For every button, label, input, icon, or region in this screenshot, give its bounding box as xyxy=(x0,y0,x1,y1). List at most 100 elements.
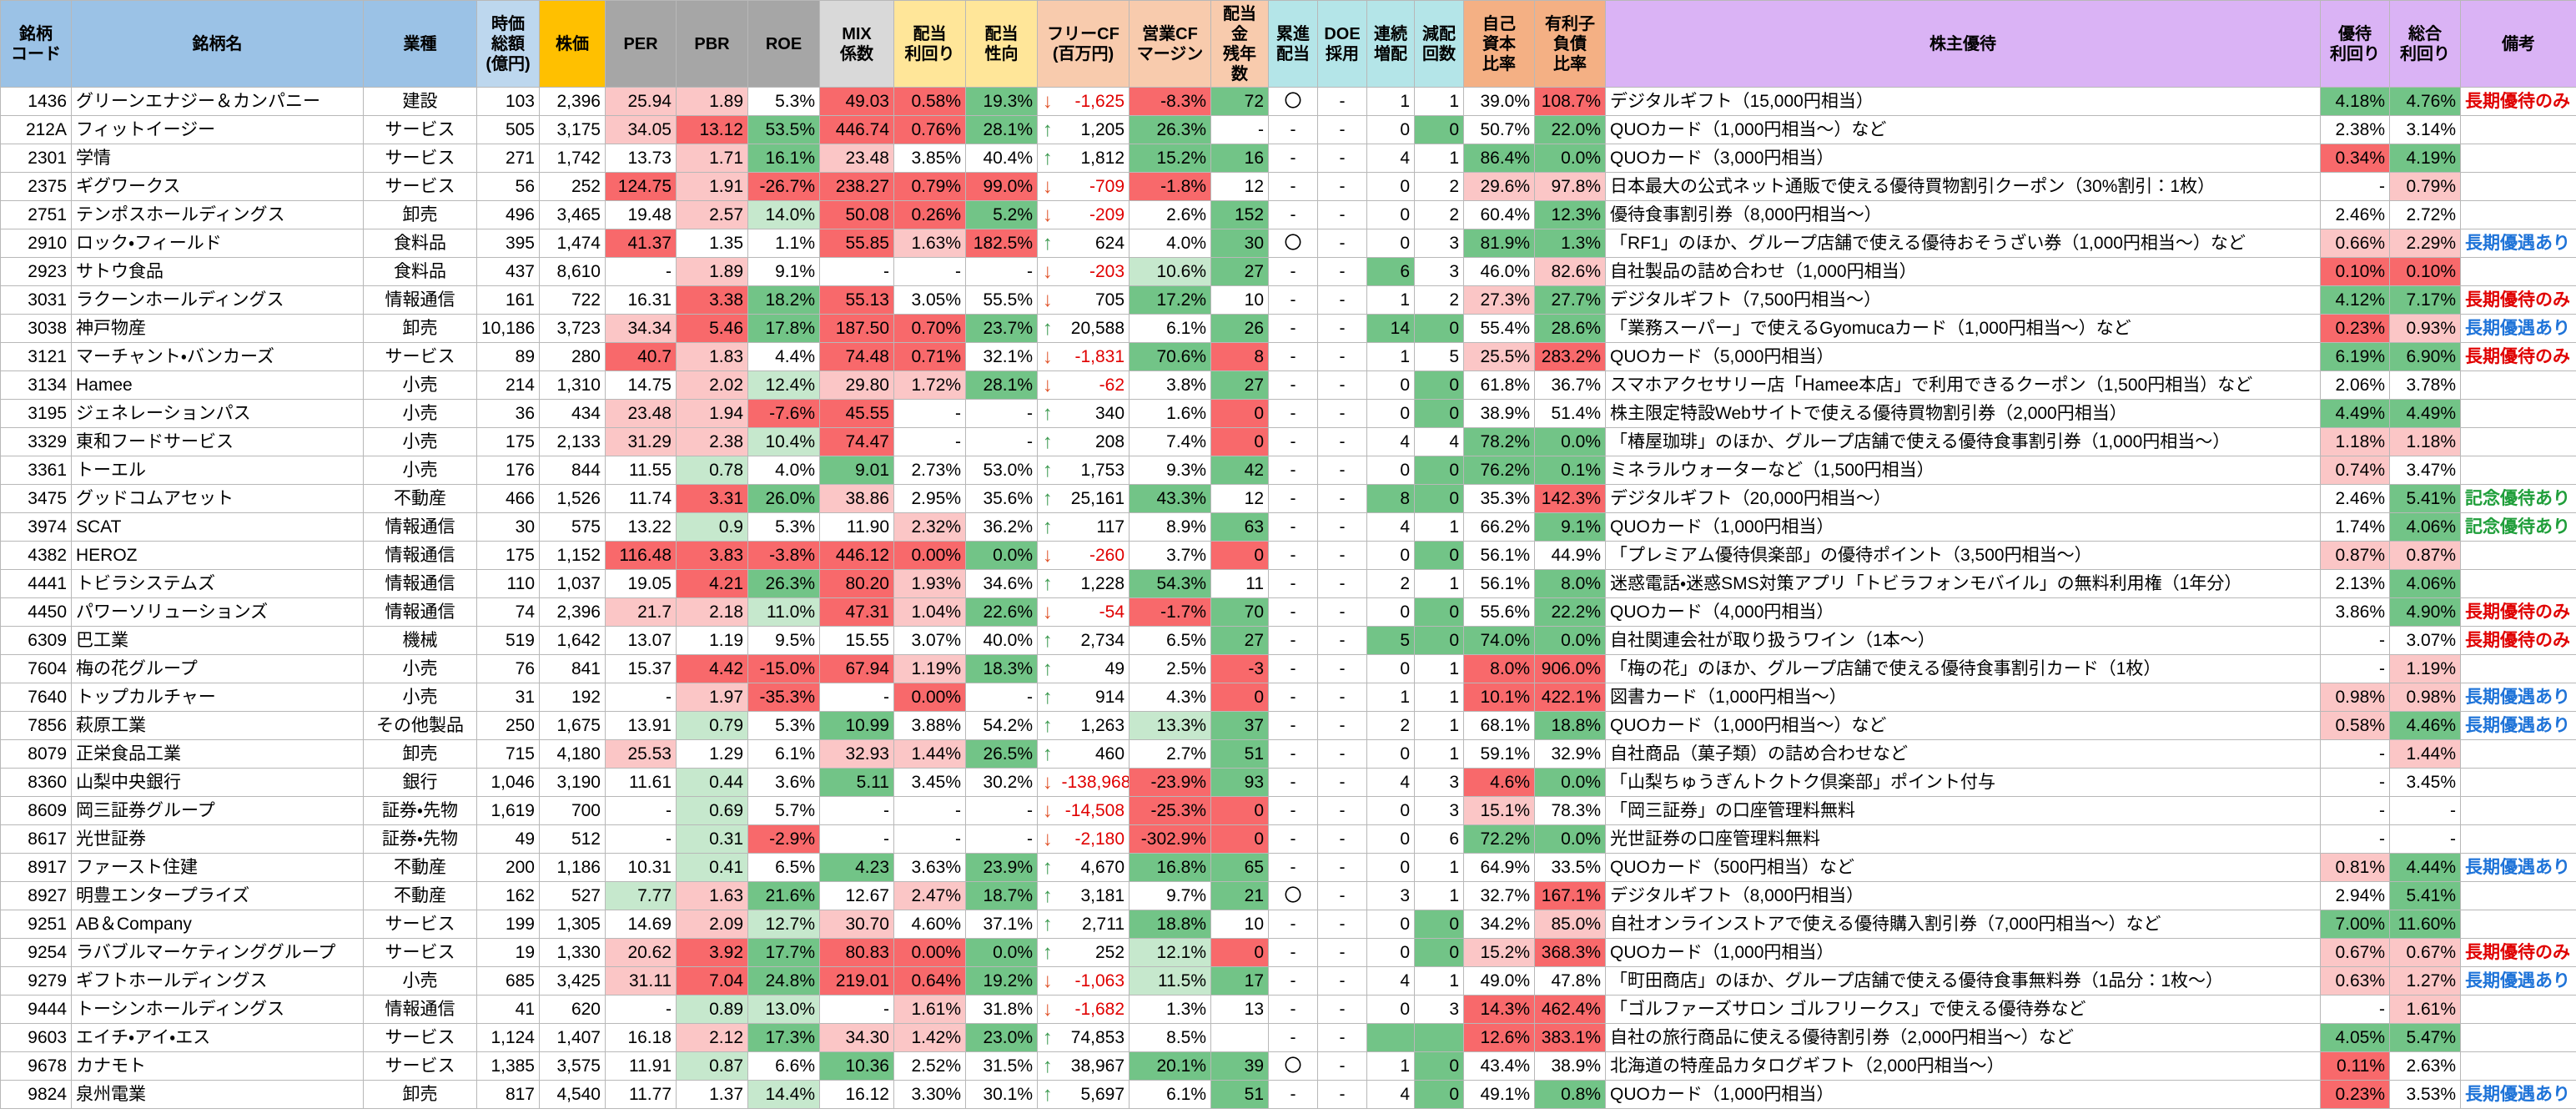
industry: 建設 xyxy=(363,87,477,116)
consecutive-increase: 1 xyxy=(1366,683,1416,712)
per: 13.91 xyxy=(605,711,677,740)
per: 13.73 xyxy=(605,144,677,173)
industry: 小売 xyxy=(363,456,477,485)
total-yield: - xyxy=(2389,824,2462,854)
roe: 14.4% xyxy=(747,1080,820,1109)
price: 1,407 xyxy=(539,1023,606,1052)
benefit: デジタルギフト（7,500円相当～） xyxy=(1605,285,2322,315)
op-cf-margin: 2.6% xyxy=(1129,200,1212,229)
market-cap: 56 xyxy=(476,172,540,201)
code: 9678 xyxy=(0,1051,72,1081)
mix: 34.30 xyxy=(819,1023,894,1052)
column-header: フリーCF (百万円) xyxy=(1036,0,1130,88)
per: 34.34 xyxy=(605,314,677,343)
table-row: 8609 岡三証券グループ 証券・先物 1,619 700-0.69 5.7% - - - ↓ -1… xyxy=(0,796,2576,825)
benefit-yield: 0.34% xyxy=(2320,144,2391,173)
market-cap: 89 xyxy=(476,342,540,371)
equity-ratio: 34.2% xyxy=(1463,910,1536,939)
consecutive-increase: 4 xyxy=(1366,768,1416,797)
dividend-yield: 1.42% xyxy=(893,1023,966,1052)
doe: - xyxy=(1317,1023,1368,1052)
dividend-cuts: 1 xyxy=(1414,711,1465,740)
market-cap: 200 xyxy=(476,853,540,882)
free-cf: 3,181 xyxy=(1057,881,1130,910)
price: 1,330 xyxy=(539,938,606,967)
roe: -7.6% xyxy=(747,399,820,428)
market-cap: 1,385 xyxy=(476,1051,540,1081)
pbr: 5.46 xyxy=(676,314,748,343)
pbr: 1.37 xyxy=(676,1080,748,1109)
price: 4,180 xyxy=(539,739,606,769)
debt-ratio: 0.0% xyxy=(1534,427,1607,456)
roe: 17.7% xyxy=(747,938,820,967)
note: 記念優待あり xyxy=(2460,484,2576,513)
price: 844 xyxy=(539,456,606,485)
benefit: 日本最大の公式ネット通販で使える優待買物割引クーポン（30%割引：1枚） xyxy=(1605,172,2322,201)
market-cap: 10,186 xyxy=(476,314,540,343)
progressive: - xyxy=(1268,796,1319,825)
equity-ratio: 32.7% xyxy=(1463,881,1536,910)
table-row: 7604 梅の花グループ 小売 76 841 15.37 4.42 -15.0% 67.94 1.… xyxy=(0,654,2576,683)
name: パワーソリューションズ xyxy=(71,597,364,627)
benefit-yield: 3.86% xyxy=(2320,597,2391,627)
fcf-arrow: ↓ xyxy=(1037,200,1058,229)
per: 13.07 xyxy=(605,626,677,655)
benefit: 迷惑電話・迷惑SMS対策アプリ「トビラフォンモバイル」の無料利用権（1年分） xyxy=(1605,569,2322,598)
dividend-cuts: 1 xyxy=(1414,87,1465,116)
per: 13.22 xyxy=(605,512,677,542)
note xyxy=(2460,796,2576,825)
doe: - xyxy=(1317,427,1368,456)
mix: 55.13 xyxy=(819,285,894,315)
name: マーチャント・バンカーズ xyxy=(71,342,364,371)
op-cf-margin: 17.2% xyxy=(1129,285,1212,315)
free-cf: -709 xyxy=(1057,172,1130,201)
fcf-arrow: ↓ xyxy=(1037,768,1058,797)
free-cf: 2,711 xyxy=(1057,910,1130,939)
progressive: - xyxy=(1268,370,1319,400)
roe: 6.6% xyxy=(747,1051,820,1081)
dividend-cuts: 3 xyxy=(1414,257,1465,286)
table-row: 9678 カナモト サービス 1,385 3,575 11.91 0.87 6.6% 10.36… xyxy=(0,1051,2576,1081)
consecutive-increase: 6 xyxy=(1366,257,1416,286)
debt-ratio: 0.0% xyxy=(1534,144,1607,173)
code: 9824 xyxy=(0,1080,72,1109)
market-cap: 466 xyxy=(476,484,540,513)
debt-ratio: 906.0% xyxy=(1534,654,1607,683)
doe: - xyxy=(1317,172,1368,201)
code: 3121 xyxy=(0,342,72,371)
op-cf-margin: 6.1% xyxy=(1129,314,1212,343)
free-cf: -1,831 xyxy=(1057,342,1130,371)
code: 6309 xyxy=(0,626,72,655)
equity-ratio: 66.2% xyxy=(1463,512,1536,542)
equity-ratio: 78.2% xyxy=(1463,427,1536,456)
dividend-yield: 0.79% xyxy=(893,172,966,201)
note xyxy=(2460,144,2576,173)
code: 3038 xyxy=(0,314,72,343)
industry: 不動産 xyxy=(363,881,477,910)
name: 神戸物産 xyxy=(71,314,364,343)
price: 620 xyxy=(539,995,606,1024)
roe: 13.0% xyxy=(747,995,820,1024)
dividend-yield: 0.76% xyxy=(893,115,966,144)
pbr: 3.83 xyxy=(676,541,748,570)
note xyxy=(2460,115,2576,144)
mix: 45.55 xyxy=(819,399,894,428)
fcf-arrow: ↑ xyxy=(1037,881,1058,910)
industry: その他製品 xyxy=(363,711,477,740)
free-cf: -1,682 xyxy=(1057,995,1130,1024)
fcf-arrow: ↑ xyxy=(1037,711,1058,740)
debt-ratio: 12.3% xyxy=(1534,200,1607,229)
price: 841 xyxy=(539,654,606,683)
op-cf-margin: 6.5% xyxy=(1129,626,1212,655)
code: 9251 xyxy=(0,910,72,939)
per: 23.48 xyxy=(605,399,677,428)
industry: 機械 xyxy=(363,626,477,655)
dividend-yield: 3.30% xyxy=(893,1080,966,1109)
free-cf: 1,263 xyxy=(1057,711,1130,740)
debt-ratio: 44.9% xyxy=(1534,541,1607,570)
consecutive-increase: 4 xyxy=(1366,512,1416,542)
market-cap: 31 xyxy=(476,683,540,712)
equity-ratio: 46.0% xyxy=(1463,257,1536,286)
total-yield: 0.93% xyxy=(2389,314,2462,343)
per: 25.94 xyxy=(605,87,677,116)
